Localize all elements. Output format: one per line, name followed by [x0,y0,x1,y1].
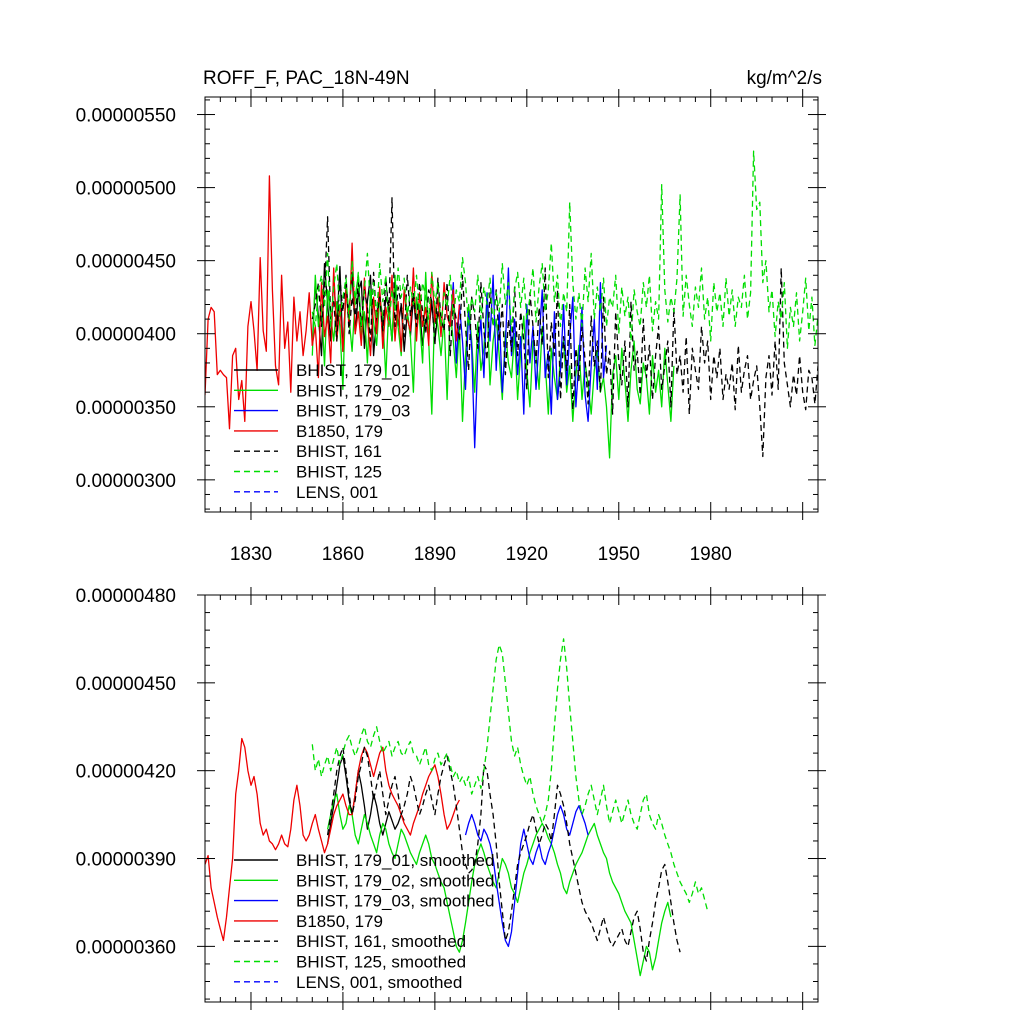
bottom-y-tick-label: 0.00000360 [76,937,176,958]
top-panel-frame [204,96,819,513]
legend-label: B1850, 179 [296,912,383,931]
top-y-tick-label: 0.00000300 [76,471,176,492]
series-line-b1850-179 [205,737,460,942]
bottom-y-tick-label: 0.00000450 [76,674,176,695]
top-y-tick-label: 0.00000350 [76,398,176,419]
x-tick-label: 1860 [322,544,364,565]
legend-label: BHIST, 161 [296,442,382,461]
top-y-tick-label: 0.00000400 [76,325,176,346]
legend-label: BHIST, 179_02, smoothed [296,871,494,890]
top-y-tick-label: 0.00000550 [76,106,176,127]
top-panel-title: ROFF_F, PAC_18N-49N [203,68,410,89]
series-line-bhist-161-smoothed [326,746,681,962]
bottom-y-tick-label: 0.00000420 [76,762,176,783]
top-panel: ROFF_F, PAC_18N-49N kg/m^2/s 1830 1860 189… [76,68,826,565]
x-tick-label: 1920 [506,544,548,565]
series-line-bhist-179-02-smoothed [326,793,672,977]
bottom-y-tick-label: 0.00000390 [76,850,176,871]
legend-label: B1850, 179 [296,422,383,441]
legend-label: BHIST, 179_03 [296,402,410,421]
legend-label: LENS, 001 [296,483,378,502]
legend-label: BHIST, 179_03, smoothed [296,892,494,911]
x-tick-label: 1950 [598,544,640,565]
top-y-tick-label: 0.00000500 [76,179,176,200]
top-panel-units: kg/m^2/s [747,68,822,89]
legend-label: BHIST, 179_01 [296,361,410,380]
legend-label: BHIST, 179_02 [296,381,410,400]
bottom-y-tick-label: 0.00000480 [76,586,176,607]
legend-label: LENS, 001, smoothed [296,973,462,992]
top-y-tick-label: 0.00000450 [76,252,176,273]
series-line-bhist-161 [311,197,818,458]
legend-label: BHIST, 179_01, smoothed [296,851,494,870]
legend-label: BHIST, 161, smoothed [296,932,466,951]
legend-label: BHIST, 125, smoothed [296,953,466,972]
x-tick-label: 1890 [414,544,456,565]
x-tick-label: 1980 [690,544,732,565]
bottom-panel-frame [204,594,819,1003]
series-line-b1850-179 [205,175,461,430]
bottom-panel: 0.00000480 0.00000450 0.00000420 0.00000390… [76,586,826,1010]
series-line-bhist-179-01-smoothed [326,755,405,844]
series-line-bhist-125 [311,150,818,349]
x-tick-label: 1830 [230,544,272,565]
legend-label: BHIST, 125 [296,463,382,482]
series-line-bhist-125-smoothed [311,638,709,912]
